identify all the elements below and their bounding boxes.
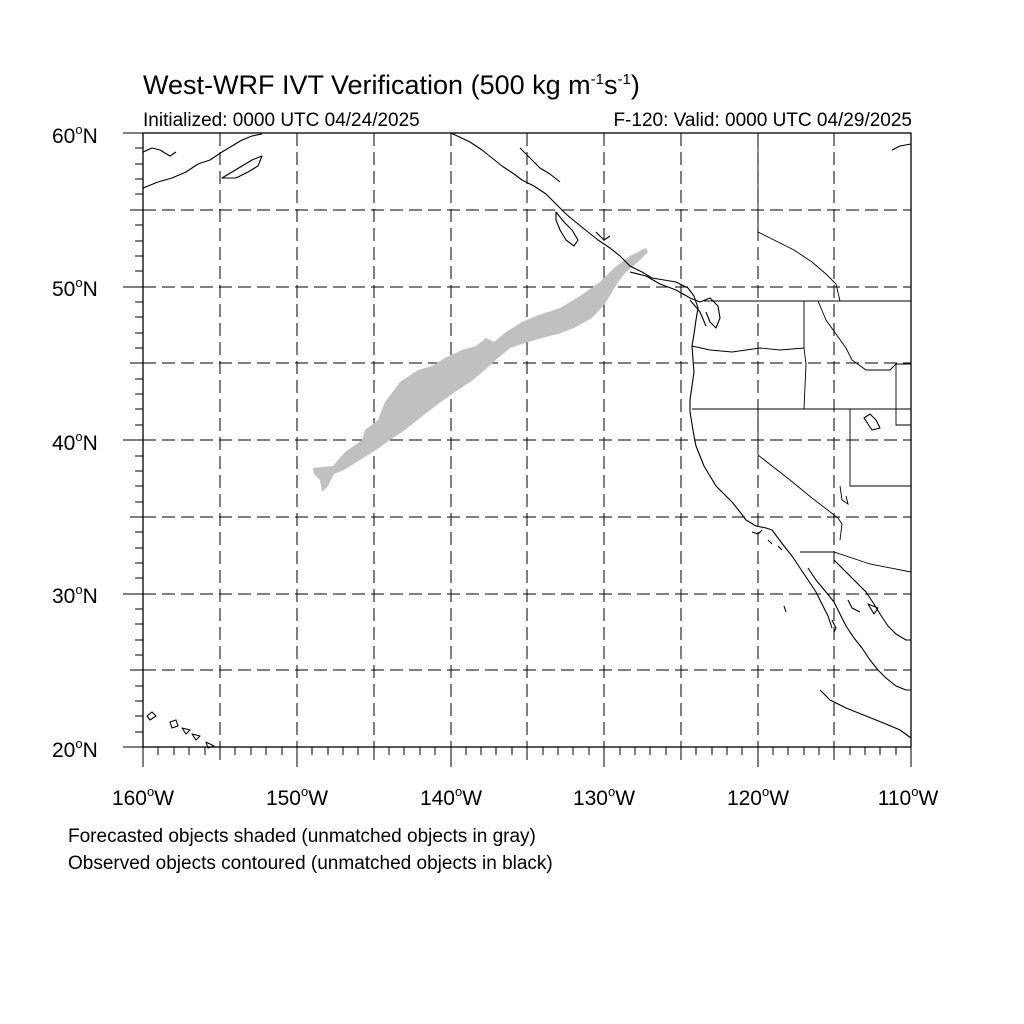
- title-superscript-1: -1: [590, 71, 604, 88]
- lat-label-60: 60oN: [52, 122, 98, 148]
- map-frame: [142, 132, 912, 748]
- valid-time-label: F-120: Valid: 0000 UTC 04/29/2025: [613, 110, 912, 131]
- lon-label-110w: 110oW: [877, 784, 939, 810]
- coastlines: [142, 132, 912, 749]
- lat-label-50: 50oN: [52, 275, 98, 301]
- title-text: West-WRF IVT Verification (500 kg m: [143, 70, 591, 100]
- lon-label-160w: 160oW: [111, 784, 175, 810]
- axis-ticks: [123, 132, 912, 767]
- init-time-label: Initialized: 0000 UTC 04/24/2025: [143, 110, 420, 131]
- lat-label-40: 40oN: [52, 429, 98, 455]
- title-superscript-2: -1: [617, 71, 631, 88]
- lon-label-150w: 150oW: [265, 784, 329, 810]
- forecast-object-unmatched: [313, 248, 648, 492]
- title-text-end: ): [630, 70, 640, 100]
- note-forecast: Forecasted objects shaded (unmatched obj…: [68, 826, 536, 847]
- lon-label-140w: 140oW: [419, 784, 483, 810]
- note-observed: Observed objects contoured (unmatched ob…: [68, 853, 553, 874]
- political-borders: [691, 133, 912, 573]
- lat-label-20: 20oN: [52, 736, 98, 762]
- map-title: West-WRF IVT Verification (500 kg m-1s-1…: [143, 70, 640, 101]
- lat-lon-grid: [143, 133, 911, 747]
- title-text-mid: s: [603, 70, 618, 100]
- lon-label-130w: 130oW: [572, 784, 636, 810]
- lon-label-120w: 120oW: [726, 784, 790, 810]
- lat-label-30: 30oN: [52, 582, 98, 608]
